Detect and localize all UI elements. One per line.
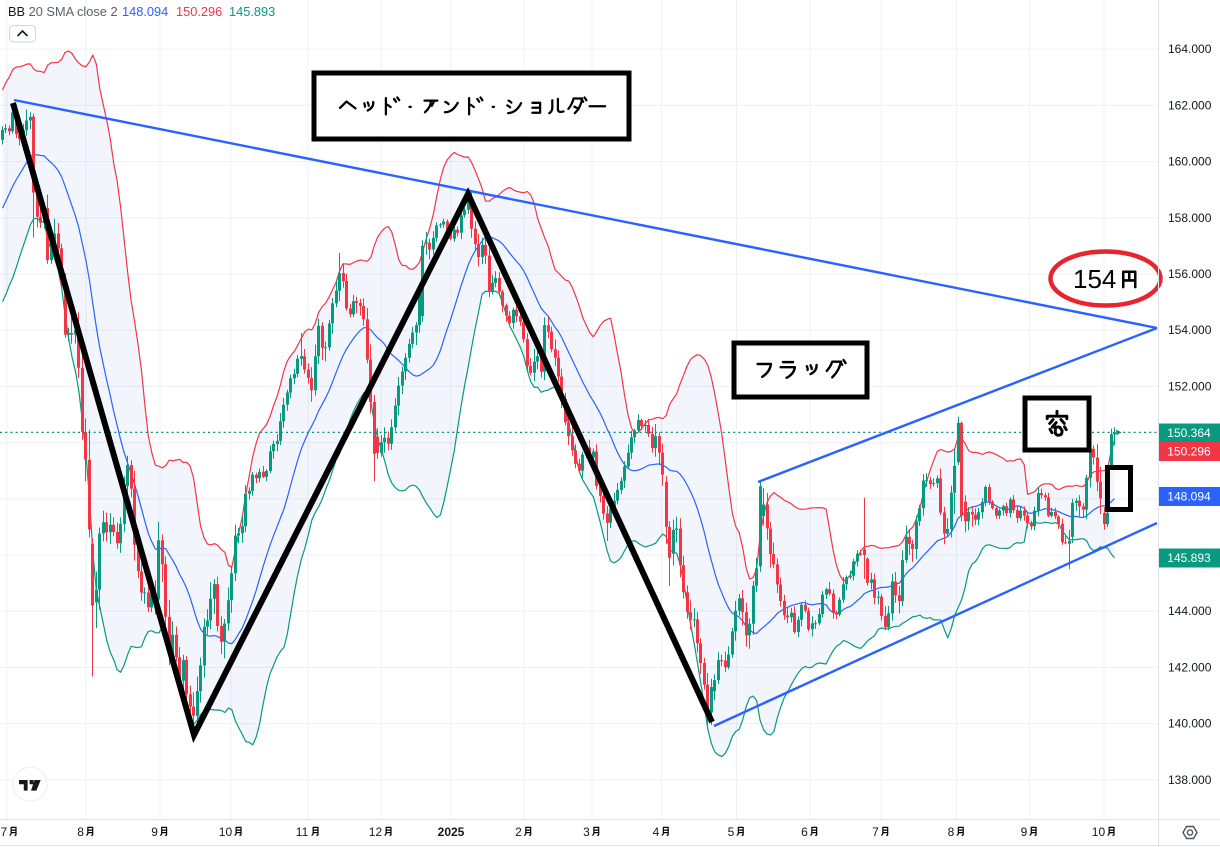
svg-text:138.000: 138.000: [1168, 773, 1212, 787]
svg-text:162.000: 162.000: [1168, 98, 1212, 112]
svg-text:11: 11: [296, 825, 309, 839]
svg-text:8: 8: [948, 825, 955, 839]
svg-text:10: 10: [219, 825, 233, 839]
svg-text:3: 3: [583, 825, 590, 839]
svg-text:9: 9: [1021, 825, 1028, 839]
svg-text:158.000: 158.000: [1168, 211, 1212, 225]
svg-text:145.893: 145.893: [1167, 551, 1211, 565]
svg-text:2025: 2025: [438, 825, 465, 839]
svg-text:6: 6: [801, 825, 808, 839]
svg-text:164.000: 164.000: [1168, 42, 1212, 56]
svg-text:9: 9: [151, 825, 158, 839]
svg-text:4: 4: [653, 825, 660, 839]
svg-text:150.296: 150.296: [1167, 445, 1211, 459]
svg-text:156.000: 156.000: [1168, 267, 1212, 281]
svg-text:142.000: 142.000: [1168, 660, 1212, 674]
svg-text:152.000: 152.000: [1168, 379, 1212, 393]
svg-text:148.094: 148.094: [1167, 490, 1211, 504]
svg-text:7: 7: [1, 825, 8, 839]
svg-text:150.364: 150.364: [1167, 426, 1211, 440]
svg-text:7: 7: [872, 825, 879, 839]
svg-text:160.000: 160.000: [1168, 155, 1212, 169]
svg-text:12: 12: [369, 825, 383, 839]
svg-text:154.000: 154.000: [1168, 323, 1212, 337]
svg-text:8: 8: [77, 825, 84, 839]
svg-text:10: 10: [1092, 825, 1106, 839]
svg-text:2: 2: [515, 825, 522, 839]
svg-text:144.000: 144.000: [1168, 604, 1212, 618]
svg-text:5: 5: [728, 825, 735, 839]
svg-text:154: 154: [1073, 264, 1116, 294]
svg-text:140.000: 140.000: [1168, 717, 1212, 731]
